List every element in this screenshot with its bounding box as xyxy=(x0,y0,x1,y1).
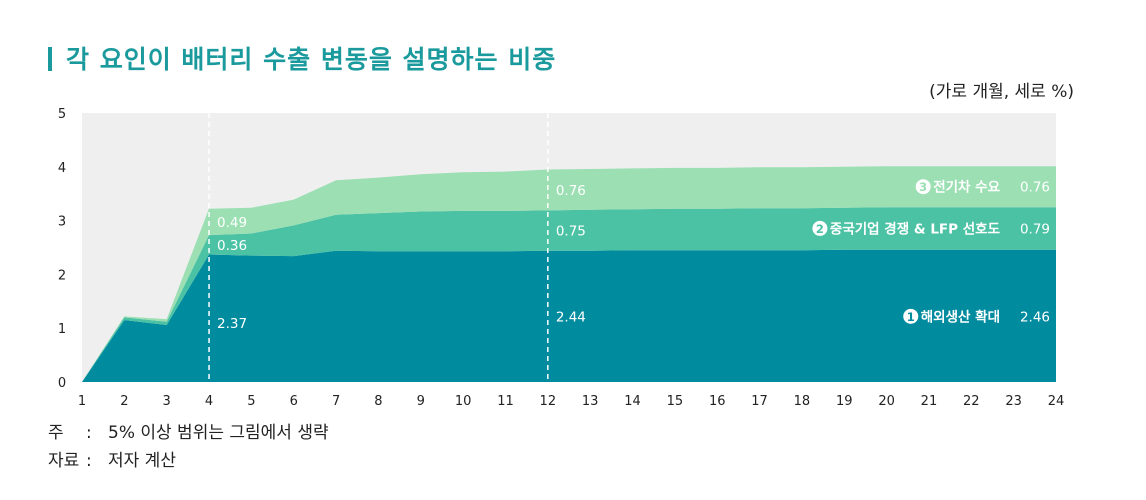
source-text: 저자 계산 xyxy=(108,451,176,471)
y-tick-label: 3 xyxy=(58,215,66,230)
x-tick-label: 10 xyxy=(455,394,472,409)
y-tick-label: 2 xyxy=(58,268,66,283)
x-tick-label: 13 xyxy=(582,394,599,409)
chart-title-text: 각 요인이 배터리 수출 변동을 설명하는 비중 xyxy=(66,45,557,74)
legend-badge xyxy=(812,220,828,236)
legend-badge-number: 1 xyxy=(907,310,915,324)
x-tick-label: 11 xyxy=(497,394,514,409)
legend-entry-3: 전기차 수요 3 xyxy=(915,179,1001,196)
x-tick-label: 23 xyxy=(1005,394,1022,409)
y-tick-label: 5 xyxy=(58,107,66,122)
area-series-1 xyxy=(82,249,1056,382)
y-tick-label: 4 xyxy=(58,161,66,176)
x-tick-label: 4 xyxy=(205,394,213,409)
unit-label: (가로 개월, 세로 %) xyxy=(929,82,1074,102)
data-label: 2.44 xyxy=(556,309,586,325)
note-line: 주:5% 이상 범위는 그림에서 생략 xyxy=(48,418,329,443)
legend-badge xyxy=(903,308,919,324)
note-separator: : xyxy=(86,423,92,443)
y-tick-label: 0 xyxy=(58,376,66,391)
title-accent-bar xyxy=(48,47,52,71)
data-label: 0.76 xyxy=(556,183,586,199)
x-tick-label: 17 xyxy=(751,394,768,409)
area-series-2 xyxy=(82,207,1056,382)
x-tick-label: 24 xyxy=(1048,394,1065,409)
note-key: 주 xyxy=(48,423,64,443)
x-tick-label: 9 xyxy=(417,394,425,409)
data-label: 0.36 xyxy=(217,238,247,254)
x-tick-label: 12 xyxy=(540,394,557,409)
x-tick-label: 16 xyxy=(709,394,726,409)
legend-entry-2: 중국기업 경쟁 & LFP 선호도 2 xyxy=(812,220,1001,237)
y-tick-label: 1 xyxy=(58,322,66,337)
x-tick-label: 7 xyxy=(332,394,340,409)
x-tick-label: 1 xyxy=(78,394,86,409)
data-label: 2.46 xyxy=(1020,309,1050,325)
x-tick-label: 8 xyxy=(374,394,382,409)
source-separator: : xyxy=(86,451,92,471)
source-key: 자료 xyxy=(48,451,80,471)
legend-label: 전기차 수요 xyxy=(933,179,1000,196)
legend-label: 중국기업 경쟁 & LFP 선호도 xyxy=(830,220,1001,237)
data-label: 0.79 xyxy=(1020,221,1050,237)
data-label: 0.76 xyxy=(1020,180,1050,196)
x-tick-label: 3 xyxy=(163,394,171,409)
x-tick-label: 15 xyxy=(667,394,684,409)
x-tick-label: 14 xyxy=(624,394,641,409)
data-label: 2.37 xyxy=(217,316,247,332)
data-label: 0.75 xyxy=(556,224,586,240)
x-tick-label: 19 xyxy=(836,394,853,409)
x-tick-label: 5 xyxy=(247,394,255,409)
data-label: 0.49 xyxy=(217,215,247,231)
legend-entry-1: 해외생산 확대 1 xyxy=(903,308,1000,325)
note-text: 5% 이상 범위는 그림에서 생략 xyxy=(108,423,329,443)
legend-badge-number: 2 xyxy=(816,222,824,236)
legend-badge xyxy=(915,179,931,195)
source-line: 자료: 저자 계산 xyxy=(48,446,176,471)
legend-badge-number: 3 xyxy=(919,180,927,194)
x-tick-label: 18 xyxy=(794,394,811,409)
x-tick-label: 21 xyxy=(921,394,938,409)
area-series-3 xyxy=(82,166,1056,382)
x-tick-label: 2 xyxy=(120,394,128,409)
chart-title: 각 요인이 배터리 수출 변동을 설명하는 비중 xyxy=(48,40,556,76)
x-tick-label: 22 xyxy=(963,394,980,409)
x-tick-label: 6 xyxy=(290,394,298,409)
x-tick-label: 20 xyxy=(878,394,895,409)
legend-label: 해외생산 확대 xyxy=(921,308,1000,325)
